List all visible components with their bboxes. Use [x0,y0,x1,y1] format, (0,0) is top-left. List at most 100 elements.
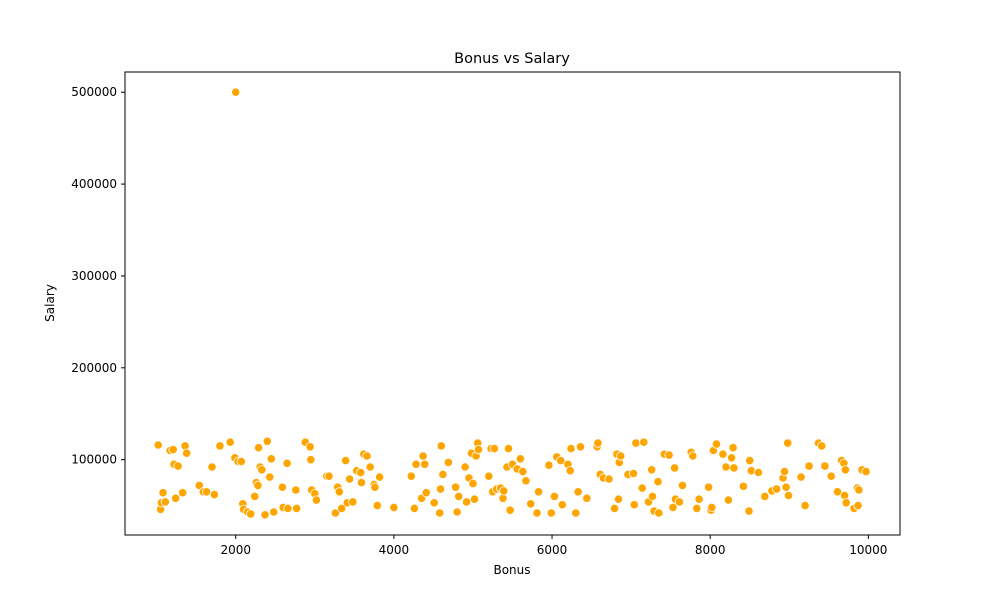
data-point [225,437,235,447]
data-point [182,448,192,458]
data-point [853,500,863,511]
data-point [334,487,344,497]
data-point [348,497,358,507]
data-point [209,489,219,500]
data-point [817,441,827,451]
y-tick-label: 100000 [71,453,117,467]
data-point [544,460,554,470]
data-point [370,482,380,492]
data-point [435,508,445,518]
data-point [311,495,321,505]
data-point [669,463,680,473]
data-point [356,467,366,478]
data-point [173,461,183,471]
y-axis-label: Salary [43,284,57,322]
data-point [565,466,575,476]
data-point [629,500,639,510]
data-point [374,472,385,482]
data-point [832,487,843,497]
data-point [454,491,464,501]
data-point [604,474,614,484]
data-point [450,482,461,492]
data-point [726,453,737,463]
data-point [783,438,793,448]
data-point [628,468,639,479]
data-point [804,461,814,471]
data-point [372,500,382,511]
data-point [443,457,453,467]
data-point [283,503,293,513]
data-point [246,509,256,519]
data-point [664,450,674,460]
data-point [861,466,871,477]
data-point [721,462,731,472]
data-point [250,491,260,501]
data-point [257,465,267,475]
points-layer [153,87,871,520]
data-point [692,503,702,513]
data-point [556,455,566,466]
data-point [753,467,764,478]
data-point [160,497,170,507]
data-point [207,462,217,472]
data-point [231,87,241,97]
data-point [435,484,446,494]
data-point [521,476,531,486]
y-tick-label: 300000 [71,269,117,283]
data-point [613,494,624,504]
data-point [518,466,528,477]
y-tick-label: 500000 [71,85,117,99]
data-point [411,459,421,469]
data-point [647,491,658,501]
data-point [324,471,334,481]
data-point [365,462,375,472]
data-point [168,444,178,455]
x-axis-ticks: 2000 4000 6000 8000 10000 [220,535,887,557]
data-point [306,455,316,465]
data-point [593,438,603,448]
data-point [854,485,864,495]
data-point [406,471,416,481]
data-point [330,508,340,518]
data-point [694,494,704,504]
data-point [723,495,734,505]
x-tick-label: 8000 [695,543,726,557]
data-point [269,507,279,517]
data-point [729,463,739,473]
data-point [484,471,494,481]
data-point [473,444,484,455]
data-point [420,459,430,469]
data-point [409,503,419,513]
data-point [779,466,790,477]
data-point [653,477,663,487]
x-axis-label: Bonus [493,563,530,577]
data-point [728,443,738,453]
data-point [340,455,351,466]
data-point [266,454,276,464]
data-point [654,508,664,518]
data-point [820,461,830,471]
data-point [515,454,526,464]
data-point [171,493,181,503]
data-point [305,442,315,452]
data-point [718,449,728,459]
data-point [674,497,685,507]
data-point [800,500,810,511]
data-point [265,472,275,482]
data-point [337,503,347,513]
x-tick-label: 2000 [220,543,251,557]
data-point [677,480,688,490]
data-point [236,456,246,467]
data-point [452,507,462,517]
data-point [178,488,188,498]
data-point [356,477,367,488]
data-point [571,508,581,518]
data-point [532,508,542,518]
y-tick-label: 200000 [71,361,117,375]
data-point [429,498,439,508]
data-point [461,497,472,507]
data-point [460,462,470,472]
y-axis-ticks: 100000 200000 300000 400000 500000 [71,85,125,467]
data-point [421,488,431,498]
